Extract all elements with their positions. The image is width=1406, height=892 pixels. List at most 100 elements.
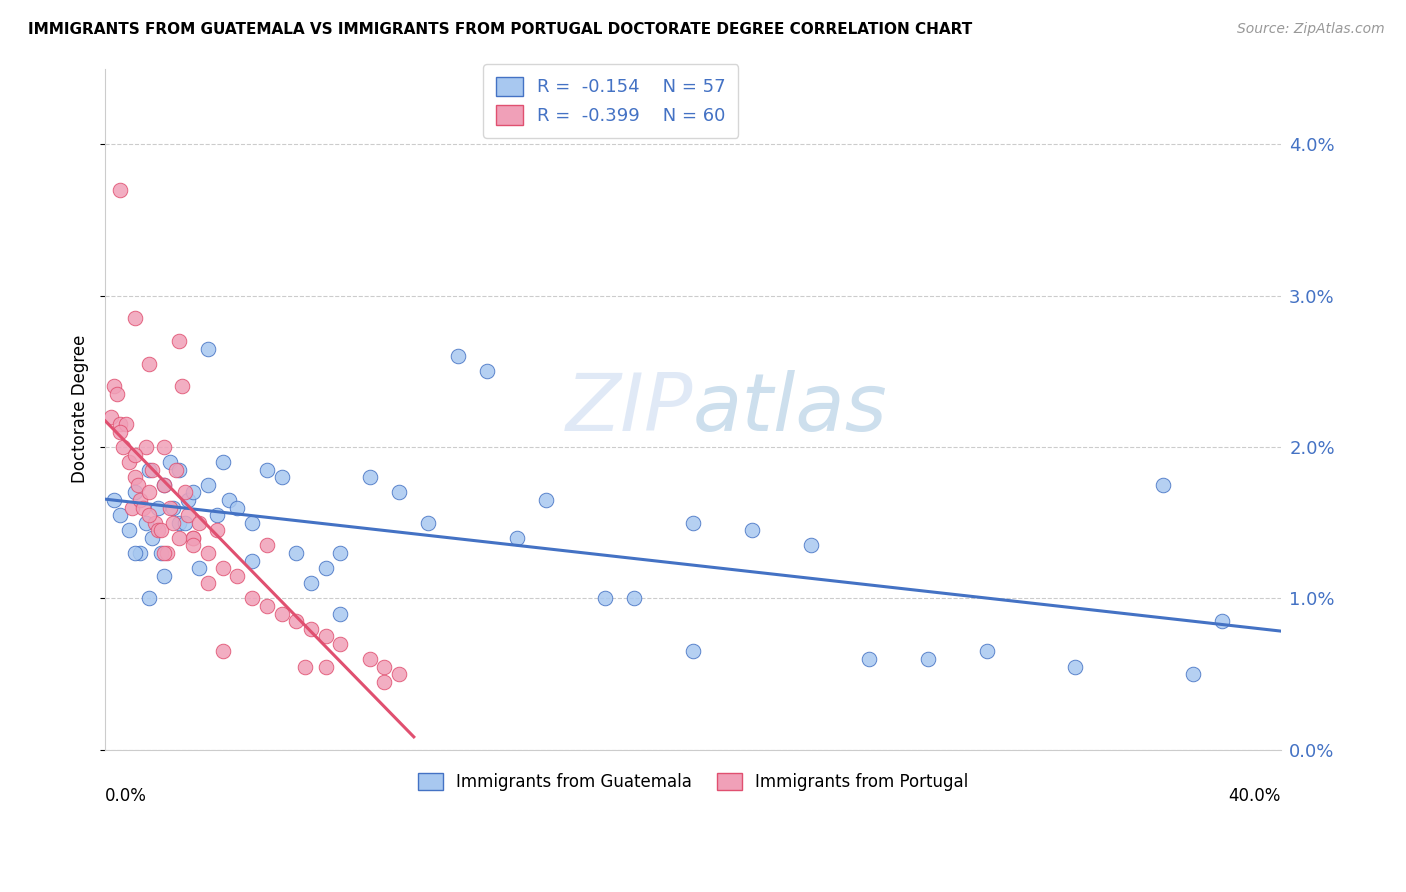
Point bbox=[240, 591, 263, 606]
Point bbox=[285, 614, 308, 628]
Point bbox=[299, 622, 322, 636]
Point bbox=[150, 524, 173, 538]
Point bbox=[138, 591, 160, 606]
Point bbox=[741, 524, 763, 538]
Point bbox=[183, 539, 205, 553]
Point bbox=[135, 516, 157, 530]
Point bbox=[593, 591, 616, 606]
Point bbox=[162, 500, 184, 515]
Point bbox=[143, 516, 166, 530]
Point bbox=[359, 470, 381, 484]
Point bbox=[858, 652, 880, 666]
Point bbox=[118, 524, 141, 538]
Point bbox=[100, 409, 122, 424]
Point bbox=[800, 539, 823, 553]
Point bbox=[447, 349, 470, 363]
Point bbox=[118, 455, 141, 469]
Point bbox=[167, 516, 190, 530]
Point bbox=[105, 387, 128, 401]
Point bbox=[226, 568, 249, 582]
Point bbox=[176, 508, 198, 523]
Text: 40.0%: 40.0% bbox=[1229, 788, 1281, 805]
Point bbox=[294, 659, 316, 673]
Point bbox=[108, 425, 131, 439]
Point bbox=[226, 500, 249, 515]
Point bbox=[162, 516, 184, 530]
Point bbox=[477, 364, 499, 378]
Point bbox=[129, 546, 152, 560]
Text: IMMIGRANTS FROM GUATEMALA VS IMMIGRANTS FROM PORTUGAL DOCTORATE DEGREE CORRELATI: IMMIGRANTS FROM GUATEMALA VS IMMIGRANTS … bbox=[28, 22, 973, 37]
Point bbox=[256, 463, 278, 477]
Point bbox=[124, 546, 146, 560]
Point bbox=[141, 531, 163, 545]
Point bbox=[188, 561, 211, 575]
Y-axis label: Doctorate Degree: Doctorate Degree bbox=[72, 335, 89, 483]
Point bbox=[682, 516, 704, 530]
Point bbox=[197, 546, 219, 560]
Point bbox=[108, 183, 131, 197]
Point bbox=[270, 607, 292, 621]
Point bbox=[359, 652, 381, 666]
Point bbox=[173, 516, 195, 530]
Point bbox=[167, 531, 190, 545]
Point bbox=[103, 379, 125, 393]
Point bbox=[138, 463, 160, 477]
Point bbox=[315, 629, 337, 643]
Point bbox=[1064, 659, 1087, 673]
Point bbox=[256, 599, 278, 613]
Legend: Immigrants from Guatemala, Immigrants from Portugal: Immigrants from Guatemala, Immigrants fr… bbox=[409, 764, 977, 799]
Point bbox=[121, 500, 143, 515]
Point bbox=[153, 478, 176, 492]
Point bbox=[146, 500, 169, 515]
Point bbox=[505, 531, 527, 545]
Point bbox=[270, 470, 292, 484]
Point bbox=[205, 508, 228, 523]
Point bbox=[127, 478, 149, 492]
Text: Source: ZipAtlas.com: Source: ZipAtlas.com bbox=[1237, 22, 1385, 37]
Point bbox=[1211, 614, 1233, 628]
Point bbox=[132, 500, 155, 515]
Point bbox=[373, 659, 395, 673]
Point bbox=[141, 463, 163, 477]
Point bbox=[211, 561, 233, 575]
Point bbox=[917, 652, 939, 666]
Point bbox=[153, 478, 176, 492]
Point bbox=[188, 516, 211, 530]
Point bbox=[197, 342, 219, 356]
Point bbox=[146, 524, 169, 538]
Point bbox=[329, 607, 352, 621]
Point bbox=[256, 539, 278, 553]
Point bbox=[623, 591, 645, 606]
Point bbox=[135, 440, 157, 454]
Point bbox=[111, 440, 134, 454]
Point bbox=[315, 561, 337, 575]
Point bbox=[1152, 478, 1174, 492]
Point bbox=[153, 440, 176, 454]
Point bbox=[682, 644, 704, 658]
Point bbox=[329, 546, 352, 560]
Point bbox=[240, 516, 263, 530]
Point bbox=[329, 637, 352, 651]
Point bbox=[373, 674, 395, 689]
Point bbox=[183, 485, 205, 500]
Point bbox=[108, 417, 131, 432]
Point bbox=[167, 463, 190, 477]
Point bbox=[1181, 667, 1204, 681]
Point bbox=[388, 485, 411, 500]
Point bbox=[205, 524, 228, 538]
Point bbox=[159, 500, 181, 515]
Point bbox=[315, 659, 337, 673]
Point bbox=[124, 311, 146, 326]
Point bbox=[240, 553, 263, 567]
Text: ZIP: ZIP bbox=[565, 370, 693, 448]
Point bbox=[976, 644, 998, 658]
Point bbox=[167, 334, 190, 348]
Point bbox=[211, 455, 233, 469]
Point bbox=[138, 357, 160, 371]
Point bbox=[173, 485, 195, 500]
Point bbox=[534, 493, 557, 508]
Point bbox=[170, 379, 193, 393]
Point bbox=[138, 508, 160, 523]
Point bbox=[114, 417, 136, 432]
Point bbox=[108, 508, 131, 523]
